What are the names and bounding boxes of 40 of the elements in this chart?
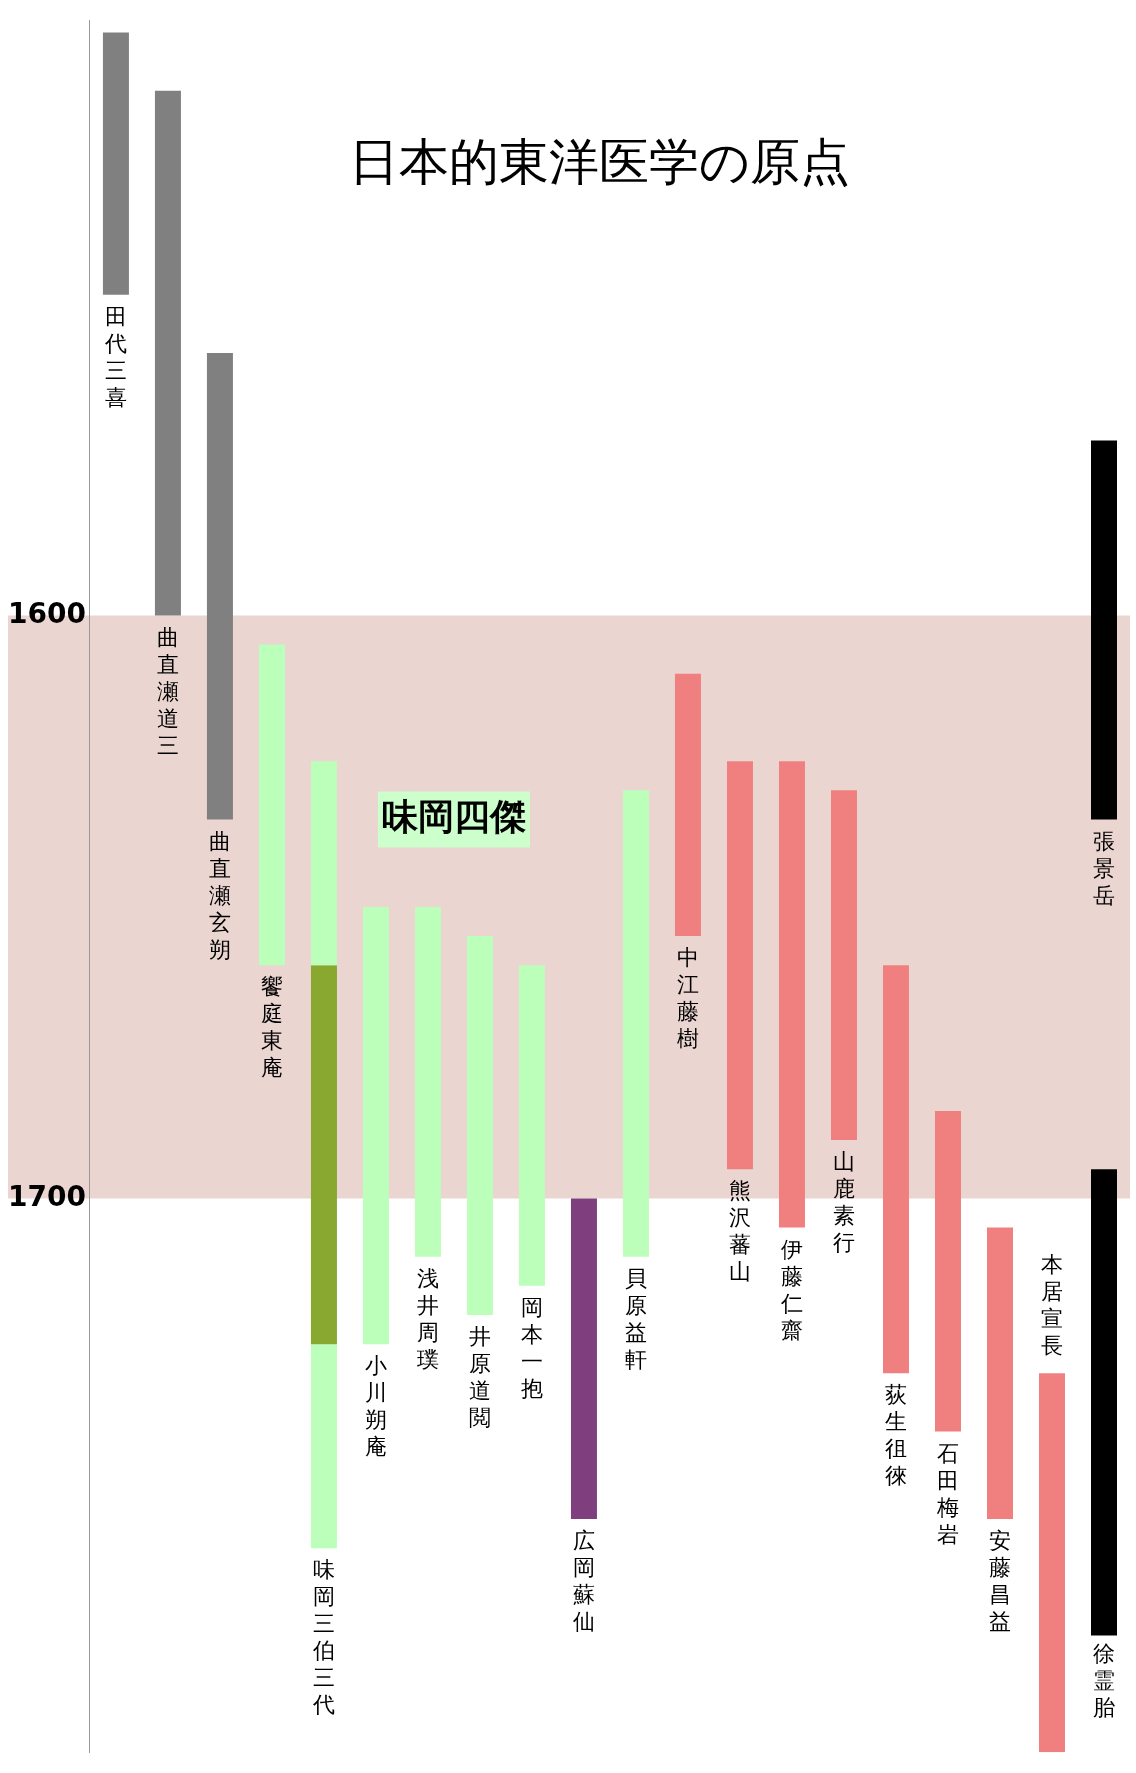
- text: 日本的東洋医学の原点: [349, 132, 851, 191]
- bar: [310, 965, 337, 1345]
- bar: [206, 353, 233, 820]
- bar: [102, 32, 129, 295]
- bar: [830, 790, 857, 1141]
- bar: [674, 673, 701, 937]
- x-tick-label: 広岡蘇仙: [572, 1528, 595, 1635]
- x-tick-label: 張景岳: [1093, 828, 1115, 908]
- x-tick-label: 荻生徂徠: [884, 1382, 907, 1489]
- x-tick-label: 饗庭東庵: [260, 974, 283, 1081]
- x-tick-label: 曲直瀬玄朔: [208, 828, 231, 962]
- x-tick-label: 伊藤仁齋: [779, 1236, 803, 1343]
- y-tick-label: 1700: [7, 1179, 86, 1213]
- bar: [986, 1227, 1013, 1520]
- bar: [310, 1344, 337, 1549]
- x-tick-label: 田代三喜: [103, 304, 127, 411]
- x-tick-label: 中江藤樹: [676, 945, 699, 1052]
- x-tick-label: 安藤昌益: [988, 1528, 1011, 1635]
- bar: [570, 1198, 597, 1520]
- y-tick-label: 1600: [7, 596, 86, 630]
- annotation: 味岡四傑: [381, 795, 526, 837]
- x-tick-label: 山鹿素行: [832, 1149, 855, 1256]
- x-tick-label: 浅井周璞: [416, 1265, 439, 1372]
- x-tick-label: 熊沢蕃山: [728, 1178, 751, 1285]
- x-tick-label: 小川朔庵: [364, 1353, 387, 1460]
- bar: [726, 761, 753, 1170]
- x-tick-label: 本居宣長: [1040, 1252, 1063, 1359]
- x-tick-label: 味岡三伯三代: [311, 1557, 335, 1718]
- x-tick-label: 岡本一抱: [520, 1295, 543, 1402]
- series-label: 徐霊胎: [1093, 1640, 1115, 1720]
- x-tick-label: 貝原益軒: [624, 1265, 647, 1372]
- bar: [778, 761, 805, 1228]
- bar: [154, 90, 181, 616]
- x-tick-label: 石田梅岩: [935, 1440, 959, 1547]
- x-tick-label: 井原道閲: [468, 1324, 491, 1431]
- x-tick-label: 曲直瀬道三: [156, 624, 179, 758]
- bar: [882, 965, 909, 1374]
- bar: [1038, 1373, 1065, 1753]
- bar: [934, 1110, 961, 1432]
- bar: [1091, 1169, 1117, 1636]
